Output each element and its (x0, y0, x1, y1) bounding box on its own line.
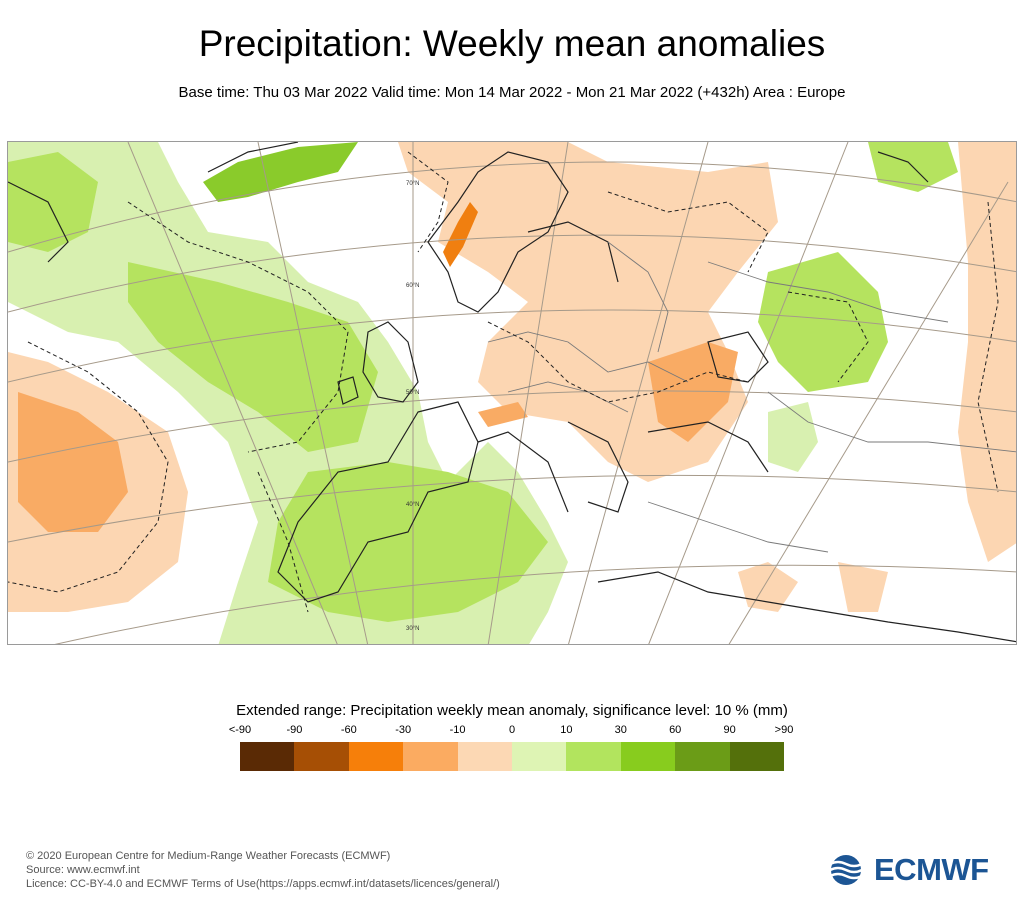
source-text: Source: www.ecmwf.int (26, 864, 140, 876)
lat-label-50: 50°N (406, 390, 419, 396)
legend-label: -90 (286, 724, 303, 736)
legend-label: -30 (395, 724, 412, 736)
chart-title: Precipitation: Weekly mean anomalies (198, 23, 826, 64)
lat-label-30: 30°N (406, 626, 419, 632)
legend-label: >90 (774, 724, 794, 736)
legend-title: Extended range: Precipitation weekly mea… (236, 702, 788, 719)
legend-swatch-0 (240, 742, 295, 771)
ecmwf-logo-text: ECMWF (874, 852, 989, 887)
greenland-wet-region (203, 142, 358, 202)
legend-swatch-1 (294, 742, 349, 771)
legend-label: 90 (723, 724, 736, 736)
footer: © 2020 European Centre for Medium-Range … (26, 849, 500, 891)
norway-dry-strip (443, 202, 478, 267)
legend-swatch-9 (729, 742, 785, 771)
mid-atlantic-dry-core (18, 392, 128, 532)
lat-label-70: 70°N (406, 181, 419, 187)
wet-anomaly-regions (8, 142, 958, 644)
caspian-wet-region (768, 402, 818, 472)
legend-label: <-90 (228, 724, 252, 736)
legend-label: 60 (669, 724, 682, 736)
alps-dry-strip (478, 402, 528, 427)
russia-wet-region (758, 252, 888, 392)
map-panel[interactable]: 70°N 60°N 50°N 40°N 30°N (7, 141, 1017, 645)
legend-colorbar (240, 742, 785, 771)
graticule (8, 142, 1016, 644)
iberia-wet-region (268, 462, 548, 622)
legend-swatch-3 (403, 742, 458, 771)
east-dry-region (958, 142, 1016, 562)
legend-swatch-7 (620, 742, 676, 771)
ecmwf-logo-icon (829, 855, 863, 885)
legend-swatch-6 (566, 742, 621, 771)
legend-swatch-2 (348, 742, 404, 771)
copyright-text: © 2020 European Centre for Medium-Range … (26, 850, 391, 862)
licence-text: Licence: CC-BY-4.0 and ECMWF Terms of Us… (26, 878, 500, 890)
country-borders (487, 241, 1016, 553)
legend-labels: <-90 -90 -60 -30 -10 0 10 30 60 90 >90 (229, 724, 794, 738)
lat-label-60: 60°N (406, 283, 419, 289)
legend-label: -10 (449, 724, 466, 736)
canada-wet-region (8, 152, 98, 252)
legend-label: -60 (340, 724, 357, 736)
coastlines (8, 142, 1016, 643)
legend-label: 30 (614, 724, 627, 736)
chart-subtitle: Base time: Thu 03 Mar 2022 Valid time: M… (178, 84, 846, 101)
ecmwf-logo: ECMWF (828, 852, 1000, 888)
legend-swatch-4 (457, 742, 513, 771)
legend-swatch-5 (512, 742, 567, 771)
latitude-labels: 70°N 60°N 50°N 40°N 30°N (406, 181, 419, 632)
legend-label: 10 (560, 724, 573, 736)
north-africa-dry-patches (738, 562, 888, 612)
lat-label-40: 40°N (406, 502, 419, 508)
legend-label: 0 (508, 724, 516, 736)
legend-swatch-8 (675, 742, 730, 771)
significance-contours (8, 151, 999, 613)
anomaly-map: 70°N 60°N 50°N 40°N 30°N (8, 142, 1016, 644)
dry-anomaly-regions (8, 142, 1016, 612)
